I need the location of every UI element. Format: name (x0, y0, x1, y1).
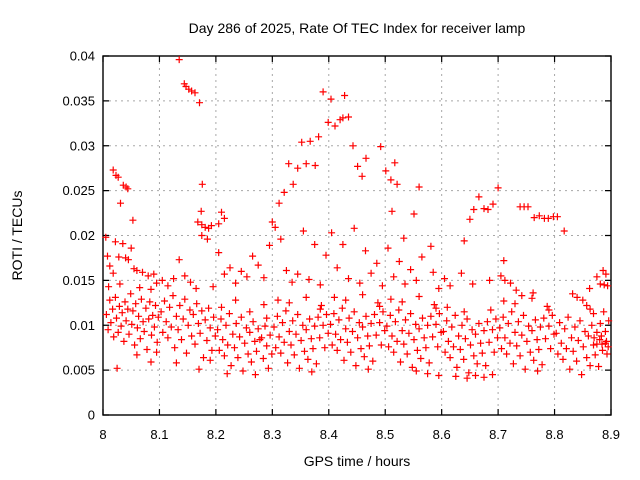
x-tick-label: 8.5 (376, 427, 394, 442)
x-tick-label: 8.2 (207, 427, 225, 442)
x-tick-label: 8.3 (263, 427, 281, 442)
y-tick-label: 0.03 (70, 138, 95, 153)
y-tick-label: 0.025 (62, 183, 95, 198)
x-tick-label: 8 (99, 427, 106, 442)
y-tick-label: 0.035 (62, 93, 95, 108)
x-tick-label: 8.8 (546, 427, 564, 442)
y-tick-label: 0.005 (62, 363, 95, 378)
grid-lines (103, 56, 611, 415)
y-axis-label: ROTI / TECUs (9, 191, 25, 281)
y-tick-labels: 0 0.005 0.01 0.015 0.02 0.025 0.03 0.035 0.04 (62, 49, 95, 423)
x-tick-label: 8.1 (150, 427, 168, 442)
y-tick-label: 0.02 (70, 228, 95, 243)
data-points (102, 56, 613, 382)
y-tick-label: 0.015 (62, 273, 95, 288)
x-axis-label: GPS time / hours (304, 453, 411, 469)
x-tick-label: 8.6 (433, 427, 451, 442)
scatter-plus-markers (102, 56, 613, 382)
x-tick-label: 8.7 (489, 427, 507, 442)
axis-ticks (102, 55, 612, 416)
chart-title: Day 286 of 2025, Rate Of TEC Index for r… (189, 20, 526, 36)
y-tick-label: 0.04 (70, 49, 95, 64)
x-tick-labels: 8 8.1 8.2 8.3 8.4 8.5 8.6 8.7 8.8 8.9 (99, 427, 620, 442)
x-tick-label: 8.9 (602, 427, 620, 442)
y-tick-label: 0 (88, 408, 95, 423)
y-tick-label: 0.01 (70, 318, 95, 333)
x-tick-label: 8.4 (320, 427, 338, 442)
